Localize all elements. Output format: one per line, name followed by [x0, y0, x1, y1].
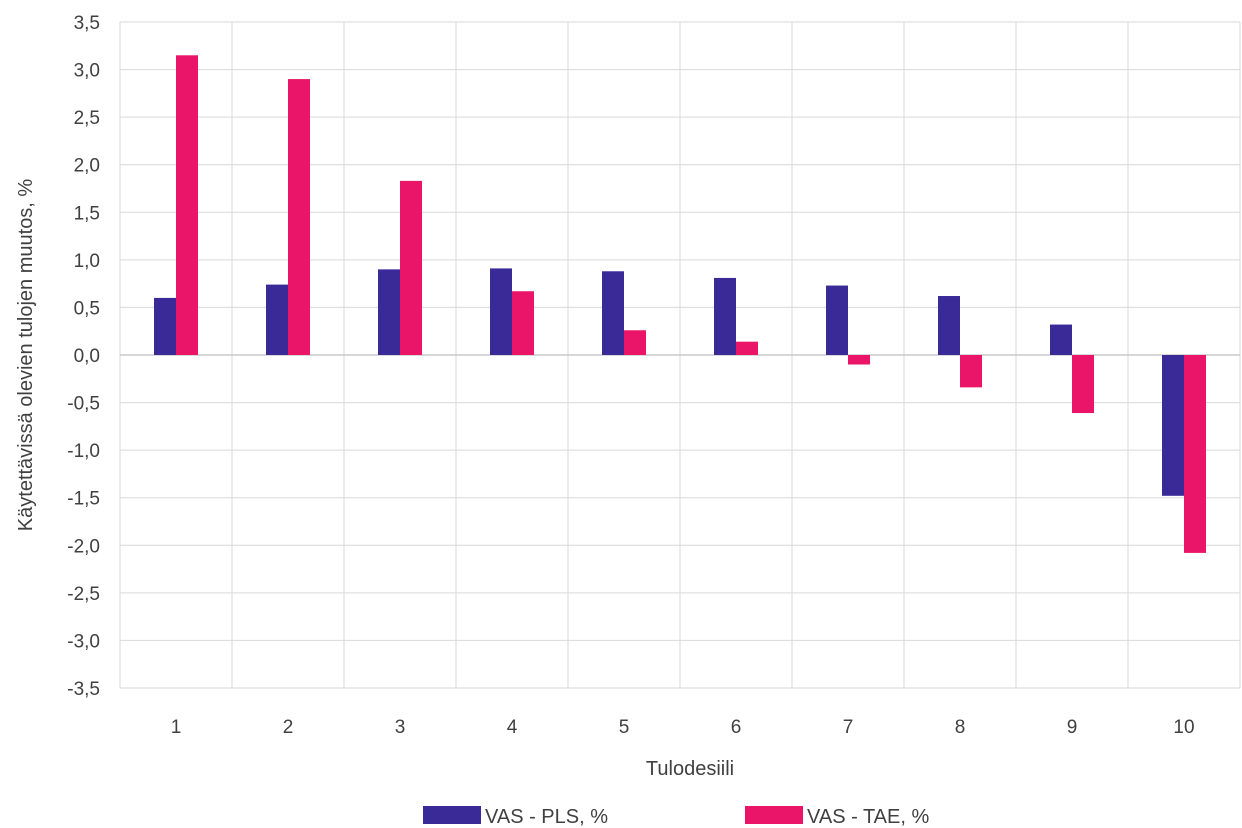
y-tick-label: 3,0 — [74, 61, 100, 82]
x-tick-label: 8 — [955, 717, 966, 738]
bar-pls-4 — [490, 268, 512, 355]
x-tick-label: 2 — [283, 717, 294, 738]
bar-pls-5 — [602, 271, 624, 355]
bar-pls-9 — [1050, 324, 1072, 355]
bar-tae-6 — [736, 341, 758, 355]
bar-pls-1 — [154, 297, 176, 355]
y-axis-title: Käytettävissä olevien tulojen muutos, % — [15, 179, 37, 532]
y-tick-label: 2,5 — [74, 108, 100, 129]
y-axis-ticks: 3,5 3,0 2,5 2,0 1,5 1,0 0,5 0,0 -0,5 -1,0 -1,5 -2,0… — [67, 13, 100, 700]
x-tick-label: 5 — [619, 717, 630, 738]
x-tick-label: 1 — [171, 717, 182, 738]
y-tick-label: -2,0 — [67, 536, 100, 557]
legend: VAS - PLS, % VAS - TAE, % — [423, 806, 929, 828]
legend-label-pls: VAS - PLS, % — [485, 806, 608, 828]
bar-pls-2 — [266, 284, 288, 355]
bar-tae-8 — [960, 355, 982, 388]
bar-pls-10 — [1162, 355, 1184, 496]
x-axis-ticks: 1 2 3 4 5 6 7 8 9 10 — [171, 717, 1195, 738]
x-tick-label: 6 — [731, 717, 742, 738]
x-axis-title: Tulodesiili — [646, 758, 734, 780]
y-tick-label: -1,5 — [67, 489, 100, 510]
bar-pls-8 — [938, 296, 960, 355]
bar-pls-7 — [826, 285, 848, 355]
x-tick-label: 10 — [1173, 717, 1194, 738]
bar-pls-6 — [714, 277, 736, 355]
y-tick-label: -1,0 — [67, 441, 100, 462]
y-tick-label: 1,5 — [74, 203, 100, 224]
y-tick-label: 1,0 — [74, 251, 100, 272]
x-tick-label: 9 — [1067, 717, 1078, 738]
bar-tae-7 — [848, 355, 870, 365]
bar-tae-5 — [624, 330, 646, 355]
y-tick-label: -3,5 — [67, 679, 100, 700]
y-tick-label: -2,5 — [67, 584, 100, 605]
x-tick-label: 7 — [843, 717, 854, 738]
bar-tae-2 — [288, 79, 310, 355]
legend-swatch-tae — [745, 806, 803, 824]
bar-tae-1 — [176, 55, 198, 356]
y-tick-label: 2,0 — [74, 156, 100, 177]
y-tick-label: 3,5 — [74, 13, 100, 34]
bar-tae-3 — [400, 180, 422, 355]
bar-pls-3 — [378, 269, 400, 355]
x-tick-label: 3 — [395, 717, 406, 738]
x-tick-label: 4 — [507, 717, 518, 738]
bars — [154, 55, 1206, 553]
bar-tae-4 — [512, 291, 534, 355]
bar-tae-10 — [1184, 355, 1206, 553]
y-tick-label: -0,5 — [67, 394, 100, 415]
legend-label-tae: VAS - TAE, % — [807, 806, 929, 828]
bar-tae-9 — [1072, 355, 1094, 414]
y-tick-label: 0,5 — [74, 298, 100, 319]
y-tick-label: -3,0 — [67, 631, 100, 652]
y-tick-label: 0,0 — [74, 346, 100, 367]
legend-swatch-pls — [423, 806, 481, 824]
